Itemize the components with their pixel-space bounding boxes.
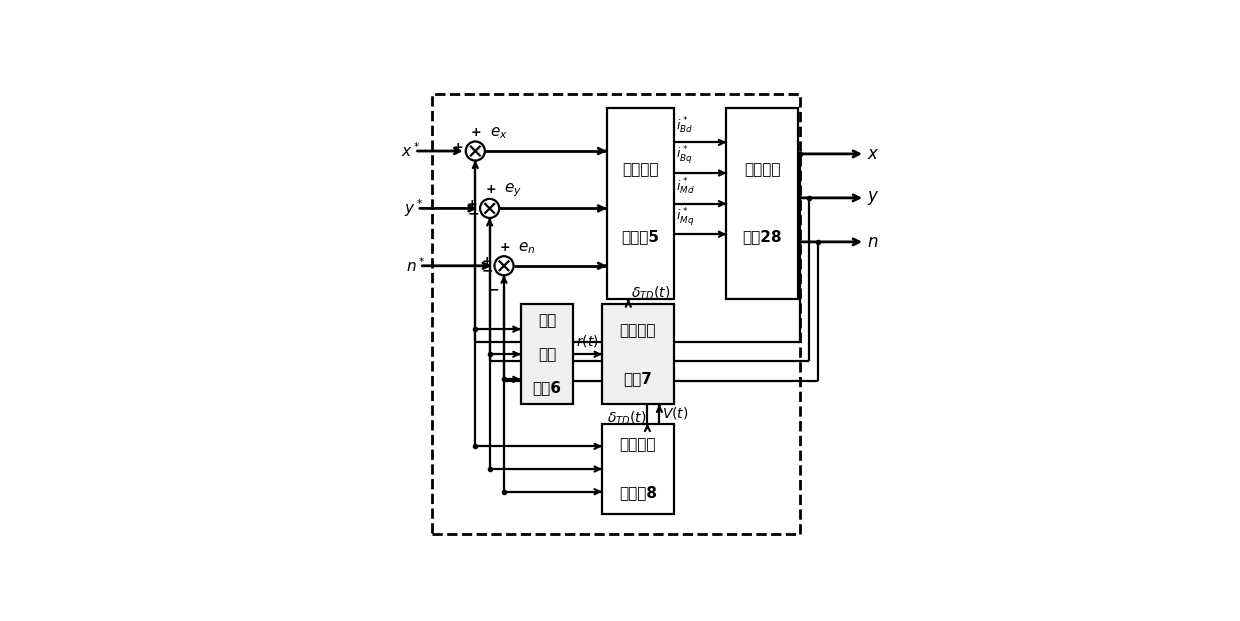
Text: −: −: [487, 283, 500, 296]
Text: 对象28: 对象28: [743, 230, 782, 245]
Text: +: +: [467, 198, 477, 211]
Text: $x$: $x$: [868, 145, 880, 163]
Circle shape: [495, 256, 513, 275]
Text: +: +: [500, 241, 511, 254]
Bar: [606, 108, 673, 299]
Text: 瞬时差分: 瞬时差分: [620, 323, 656, 338]
Text: 经网络5: 经网络5: [621, 230, 660, 245]
Text: +: +: [481, 255, 492, 268]
Text: $i_{Md}^*$: $i_{Md}^*$: [676, 176, 694, 197]
Text: $e_y$: $e_y$: [503, 181, 522, 199]
Text: $\delta_{TD}(t)$: $\delta_{TD}(t)$: [631, 284, 670, 302]
Bar: [727, 108, 799, 299]
Text: 评价器神: 评价器神: [620, 438, 656, 453]
Text: $i_{Bd}^*$: $i_{Bd}^*$: [676, 116, 693, 136]
Text: −: −: [481, 263, 494, 278]
Text: $x^*$: $x^*$: [402, 142, 420, 160]
Text: $i_{Bq}^*$: $i_{Bq}^*$: [676, 144, 692, 166]
Circle shape: [480, 199, 500, 218]
Text: $\delta_{TD}(t)$: $\delta_{TD}(t)$: [606, 409, 646, 427]
Text: −: −: [467, 206, 479, 220]
Text: 模块7: 模块7: [624, 371, 652, 386]
Text: +: +: [453, 141, 464, 154]
Text: $y^*$: $y^*$: [403, 197, 423, 219]
Text: +: +: [471, 125, 481, 138]
Text: 经网络8: 经网络8: [619, 486, 657, 501]
Text: 执行器神: 执行器神: [622, 163, 658, 178]
Text: $r(t)$: $r(t)$: [575, 333, 599, 350]
Text: $e_x$: $e_x$: [490, 125, 507, 140]
Text: $n$: $n$: [868, 233, 879, 251]
Circle shape: [466, 142, 485, 161]
Text: $y$: $y$: [868, 189, 880, 207]
Bar: [521, 304, 573, 404]
Text: 模块6: 模块6: [532, 380, 562, 395]
Text: $n^*$: $n^*$: [405, 256, 425, 275]
Text: $V(t)$: $V(t)$: [662, 405, 688, 421]
Text: +: +: [485, 183, 496, 196]
Text: $i_{Mq}^*$: $i_{Mq}^*$: [676, 206, 694, 227]
Bar: [433, 94, 801, 533]
Text: 强化: 强化: [538, 313, 557, 329]
Text: 信号: 信号: [538, 347, 557, 362]
Text: 复合被控: 复合被控: [744, 163, 780, 178]
Text: $e_n$: $e_n$: [518, 240, 536, 256]
Bar: [603, 304, 673, 404]
Bar: [603, 424, 673, 514]
